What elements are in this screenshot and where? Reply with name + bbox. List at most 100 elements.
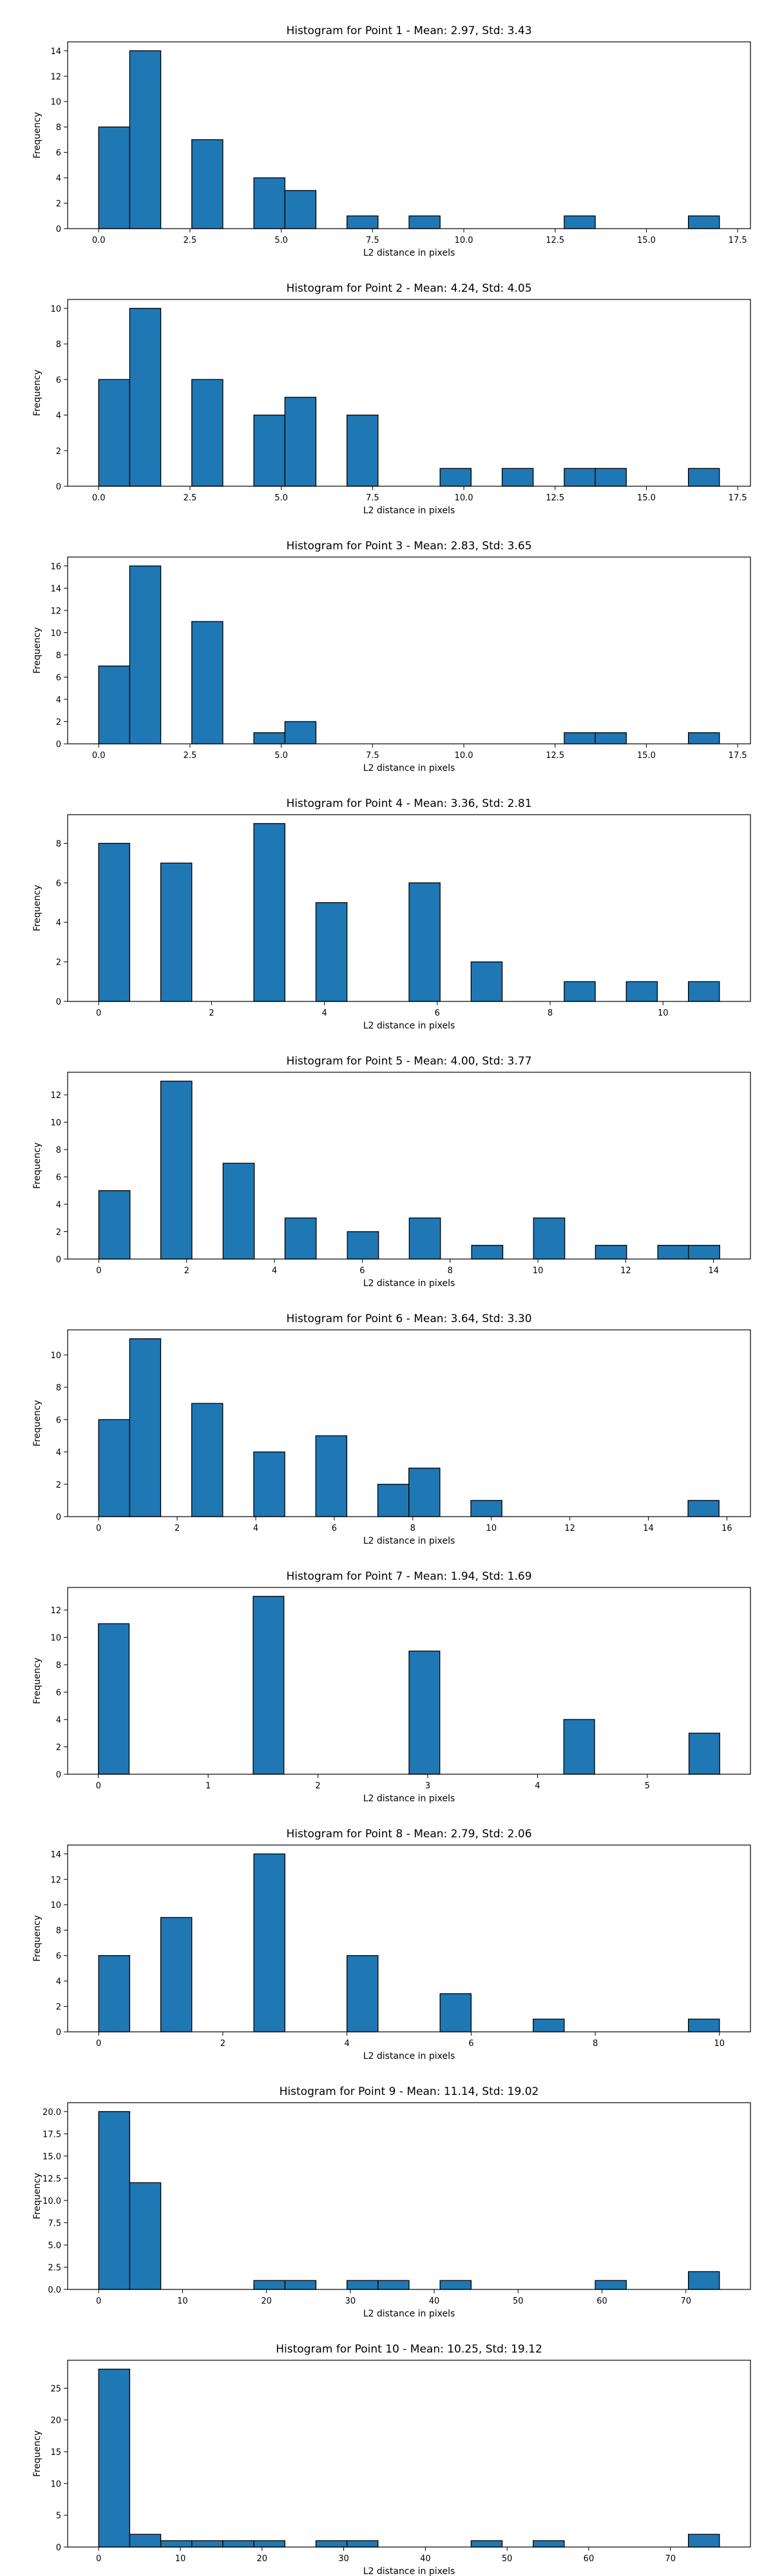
y-tick-label: 10 (50, 1634, 61, 1643)
x-tick-label: 5 (645, 1781, 650, 1791)
plot-frame (67, 1587, 751, 1775)
y-tick-label: 4 (56, 1448, 61, 1458)
histogram-bar (563, 1719, 595, 1775)
histogram-bar (439, 2280, 472, 2290)
y-tick-label: 10 (50, 98, 61, 108)
x-axis-label: L2 distance in pixels (363, 763, 455, 773)
x-tick-label: 12 (620, 1266, 631, 1276)
histogram-bar (470, 1500, 502, 1517)
y-tick-label: 8 (56, 839, 61, 849)
x-tick-label: 0.0 (92, 236, 106, 245)
y-tick-label: 0 (56, 1513, 61, 1522)
x-tick-label: 6 (468, 2039, 473, 2049)
histogram-bar (129, 565, 162, 744)
histogram-bar (129, 2533, 162, 2548)
x-tick-label: 14 (643, 1524, 654, 1533)
y-tick-label: 8 (56, 1926, 61, 1936)
y-tick-label: 4 (56, 1200, 61, 1210)
chart-title: Histogram for Point 9 - Mean: 11.14, Std… (280, 2085, 539, 2098)
x-axis-label: L2 distance in pixels (363, 506, 455, 515)
histogram-bar (253, 2540, 285, 2548)
x-tick-label: 2 (315, 1781, 320, 1791)
histogram-bar (347, 1231, 379, 1260)
x-tick-label: 10.0 (455, 493, 473, 503)
histogram-point-3: Histogram for Point 3 - Mean: 2.83, Std:… (32, 540, 751, 773)
y-tick-label: 12 (50, 1091, 61, 1101)
y-tick-label: 4 (56, 1716, 61, 1725)
y-tick-label: 7.5 (48, 2219, 61, 2228)
y-tick-label: 5.0 (48, 2241, 61, 2251)
histogram-bar (98, 1419, 130, 1517)
y-tick-label: 10.0 (43, 2197, 61, 2206)
y-tick-label: 8 (56, 1146, 61, 1155)
x-tick-label: 15.0 (637, 493, 656, 503)
histogram-bar (315, 2540, 348, 2548)
x-tick-label: 10 (486, 1524, 497, 1533)
x-tick-label: 0.0 (92, 751, 106, 761)
histogram-bar (222, 2540, 254, 2548)
y-axis-label: Frequency (32, 370, 43, 416)
x-tick-label: 20 (261, 2297, 272, 2306)
y-tick-label: 8 (56, 651, 61, 661)
x-tick-label: 8 (410, 1524, 415, 1533)
histogram-bar (688, 1245, 720, 1260)
x-tick-label: 30 (345, 2297, 356, 2306)
histogram-bar (98, 1623, 130, 1775)
histogram-bar (564, 732, 596, 744)
histogram-bar (533, 2540, 565, 2548)
y-tick-label: 6 (56, 879, 61, 889)
chart-title: Histogram for Point 3 - Mean: 2.83, Std:… (286, 540, 531, 553)
histogram-bar (253, 1451, 285, 1517)
x-tick-label: 10.0 (455, 236, 473, 245)
histogram-bar (533, 2018, 565, 2032)
y-tick-label: 14 (50, 584, 61, 594)
x-axis-label: L2 distance in pixels (363, 1536, 455, 1546)
x-tick-label: 6 (332, 1524, 337, 1533)
histogram-bar (657, 1245, 690, 1260)
y-tick-label: 0 (56, 2543, 61, 2553)
x-tick-label: 8 (593, 2039, 598, 2049)
histogram-bar (284, 2280, 317, 2290)
x-tick-label: 2 (184, 1266, 189, 1276)
plot-frame (67, 814, 751, 1002)
y-axis-label: Frequency (32, 1400, 43, 1446)
histogram-bar (253, 2280, 285, 2290)
x-tick-label: 15.0 (637, 236, 656, 245)
histogram-bar (253, 823, 285, 1002)
x-tick-label: 10 (177, 2297, 188, 2306)
x-tick-label: 4 (272, 1266, 277, 1276)
y-tick-label: 0 (56, 2028, 61, 2038)
histogram-point-6: Histogram for Point 6 - Mean: 3.64, Std:… (32, 1312, 751, 1546)
y-tick-label: 2 (56, 447, 61, 457)
histogram-bar (439, 468, 472, 487)
y-tick-label: 4 (56, 696, 61, 705)
x-axis-label: L2 distance in pixels (363, 1021, 455, 1030)
histogram-bar (98, 2111, 131, 2290)
x-tick-label: 0 (96, 1781, 101, 1791)
x-tick-label: 0 (96, 2039, 101, 2049)
x-tick-label: 7.5 (366, 236, 379, 245)
x-tick-label: 0 (96, 1524, 101, 1533)
chart-title: Histogram for Point 6 - Mean: 3.64, Std:… (286, 1312, 531, 1325)
histogram-bar (687, 2533, 720, 2548)
histogram-bar (346, 2540, 379, 2548)
y-tick-label: 4 (56, 174, 61, 184)
y-tick-label: 5 (56, 2512, 61, 2521)
histogram-bar (377, 2280, 410, 2290)
x-tick-label: 8 (448, 1266, 453, 1276)
y-tick-label: 6 (56, 1173, 61, 1183)
histogram-bar (160, 1917, 193, 2032)
histogram-bar (160, 1081, 193, 1260)
x-tick-label: 12.5 (546, 751, 564, 761)
histogram-bar (687, 981, 720, 1002)
histogram-bar (408, 1651, 441, 1775)
plot-frame (67, 1844, 751, 2032)
x-tick-label: 5.0 (274, 493, 288, 503)
histogram-point-4: Histogram for Point 4 - Mean: 3.36, Std:… (32, 797, 751, 1030)
histogram-bar (471, 1245, 504, 1260)
y-tick-label: 2 (56, 1481, 61, 1490)
y-tick-label: 0.0 (48, 2286, 61, 2295)
chart-title: Histogram for Point 4 - Mean: 3.36, Std:… (286, 797, 531, 810)
x-tick-label: 0 (96, 2554, 101, 2564)
x-tick-label: 4 (344, 2039, 349, 2049)
